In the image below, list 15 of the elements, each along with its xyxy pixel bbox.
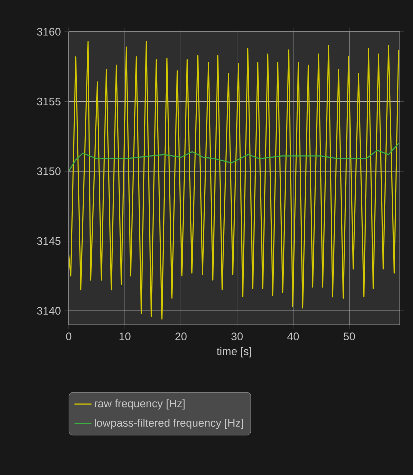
x-tick-label: 50 bbox=[344, 332, 356, 341]
y-tick-label: 3155 bbox=[37, 98, 61, 106]
y-tick-label: 3160 bbox=[37, 28, 61, 36]
x-tick-label: 10 bbox=[120, 332, 131, 341]
line-series bbox=[69, 41, 400, 320]
legend-label: lowpass-filtered frequency [Hz] bbox=[95, 418, 244, 430]
x-tick-label: 0 bbox=[66, 332, 72, 341]
legend-label: raw frequency [Hz] bbox=[95, 400, 185, 410]
x-tick-label: 20 bbox=[176, 332, 187, 341]
x-tick-label: 40 bbox=[288, 332, 300, 341]
y-tick-label: 3150 bbox=[37, 168, 61, 176]
x-tick-label: 30 bbox=[232, 332, 243, 341]
y-tick-label: 3140 bbox=[37, 307, 61, 315]
x-axis-title: time [s] bbox=[217, 347, 252, 358]
y-tick-label: 3145 bbox=[37, 237, 61, 246]
